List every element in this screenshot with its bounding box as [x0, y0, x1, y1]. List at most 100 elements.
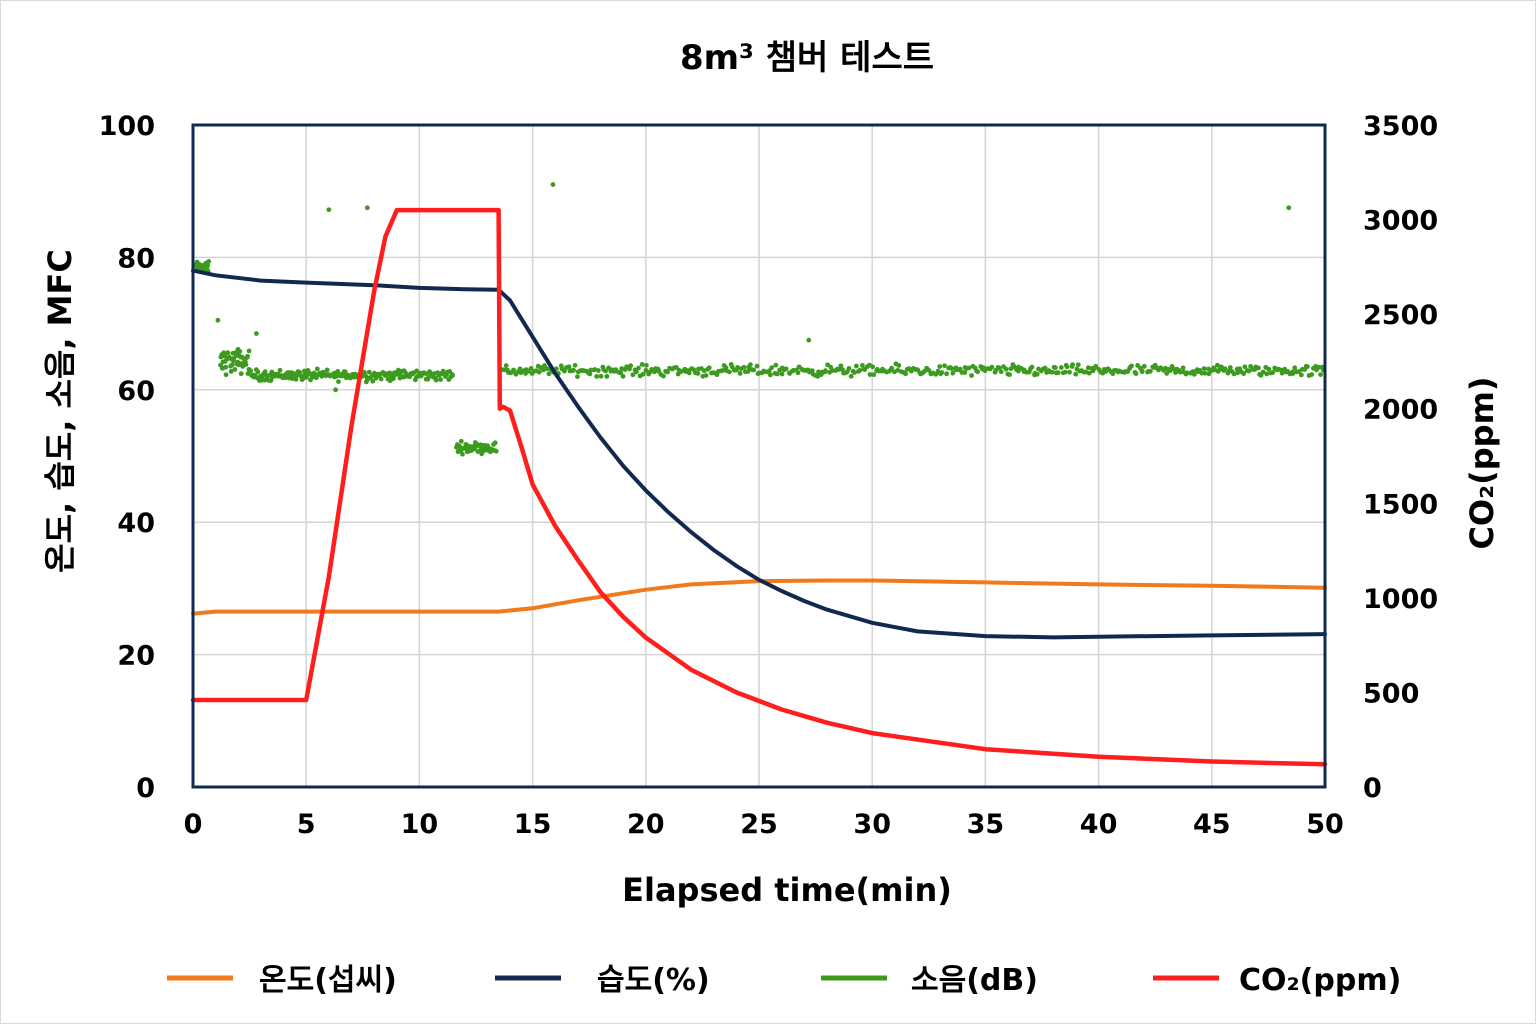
noise-point — [1042, 365, 1048, 371]
noise-point — [852, 370, 857, 375]
legend-co2-label: CO₂(ppm) — [1239, 963, 1401, 998]
y-right-tick-label: 2000 — [1363, 395, 1438, 426]
x-axis-title: Elapsed time(min) — [622, 871, 952, 909]
y-right-tick-label: 500 — [1363, 678, 1419, 709]
noise-point — [433, 377, 439, 383]
noise-point — [1309, 372, 1315, 377]
noise-point — [1222, 366, 1228, 372]
noise-point — [1075, 362, 1081, 368]
noise-point — [769, 365, 775, 370]
y-left-tick-labels: 0 20 40 60 80 100 — [99, 111, 155, 804]
noise-point — [378, 376, 384, 382]
noise-point — [838, 363, 844, 369]
x-tick-label: 40 — [1080, 809, 1118, 840]
noise-point — [1008, 366, 1014, 372]
noise-point — [1266, 366, 1272, 372]
noise-point — [867, 372, 873, 377]
noise-point — [223, 364, 229, 370]
noise-point — [830, 368, 835, 373]
noise-point — [1034, 371, 1040, 377]
noise-point — [1305, 364, 1310, 370]
noise-point — [754, 363, 760, 369]
noise-point — [896, 363, 902, 368]
noise-point — [1052, 365, 1058, 371]
noise-point — [1050, 369, 1055, 375]
noise-point — [809, 368, 815, 374]
noise-point — [823, 368, 828, 374]
noise-series — [193, 182, 1326, 457]
noise-point — [550, 182, 556, 187]
noise-point — [326, 207, 332, 213]
noise-point — [205, 262, 211, 268]
noise-point — [1067, 369, 1072, 375]
y-right-axis-title: CO₂(ppm) — [1463, 376, 1501, 549]
noise-point — [1296, 369, 1302, 374]
noise-point — [737, 370, 743, 376]
noise-point — [1191, 371, 1197, 377]
x-tick-label: 25 — [740, 809, 778, 840]
noise-point — [639, 362, 645, 367]
legend-temperature-label: 온도(섭씨) — [259, 963, 397, 998]
noise-point — [277, 367, 283, 373]
noise-point — [783, 366, 789, 372]
noise-point — [395, 367, 401, 373]
noise-point — [665, 369, 670, 375]
noise-point — [1206, 371, 1212, 377]
noise-point — [1292, 365, 1298, 371]
co2-line — [190, 207, 1328, 767]
noise-point — [293, 376, 299, 382]
noise-point — [571, 367, 576, 373]
noise-point — [998, 369, 1004, 375]
x-tick-label: 0 — [184, 809, 203, 840]
noise-point — [1184, 370, 1190, 376]
noise-point — [949, 366, 955, 371]
noise-point — [1318, 372, 1323, 378]
noise-point — [846, 366, 852, 371]
noise-point — [795, 370, 801, 376]
temperature-line — [191, 578, 1327, 616]
noise-point — [245, 353, 250, 359]
noise-point — [503, 363, 509, 368]
noise-point — [297, 370, 303, 375]
noise-point — [1242, 364, 1248, 370]
humidity-line — [191, 268, 1327, 640]
noise-point — [1227, 365, 1233, 370]
noise-point — [324, 367, 330, 373]
noise-point — [748, 362, 753, 368]
x-tick-label: 30 — [853, 809, 891, 840]
noise-point — [1070, 362, 1075, 368]
noise-point — [779, 371, 785, 377]
noise-point — [630, 372, 636, 378]
x-tick-label: 45 — [1193, 809, 1231, 840]
noise-point — [618, 370, 624, 376]
noise-point — [575, 374, 580, 380]
noise-point — [1141, 363, 1147, 369]
noise-point — [438, 377, 443, 382]
noise-point — [336, 379, 341, 385]
noise-point — [633, 369, 639, 375]
noise-point — [895, 367, 901, 373]
plot-border — [191, 123, 1327, 789]
noise-point — [695, 371, 701, 376]
y-right-tick-label: 0 — [1363, 773, 1382, 804]
noise-point — [243, 362, 249, 367]
noise-point — [493, 448, 499, 454]
noise-point — [1129, 363, 1134, 369]
noise-point — [735, 365, 740, 370]
noise-point — [969, 373, 974, 378]
y-right-tick-label: 1500 — [1363, 489, 1438, 520]
noise-point — [686, 370, 692, 376]
noise-point — [206, 259, 212, 264]
noise-point — [1133, 371, 1139, 376]
noise-point — [1215, 362, 1220, 368]
noise-point — [1201, 366, 1207, 371]
noise-point — [853, 363, 859, 369]
noise-point — [836, 367, 842, 372]
noise-point — [456, 443, 462, 449]
noise-point — [450, 372, 455, 378]
y-left-axis-title: 온도, 습도, 소음, MFC — [41, 249, 79, 573]
noise-point — [1167, 368, 1173, 374]
noise-point — [540, 367, 546, 373]
noise-point — [1180, 365, 1186, 371]
